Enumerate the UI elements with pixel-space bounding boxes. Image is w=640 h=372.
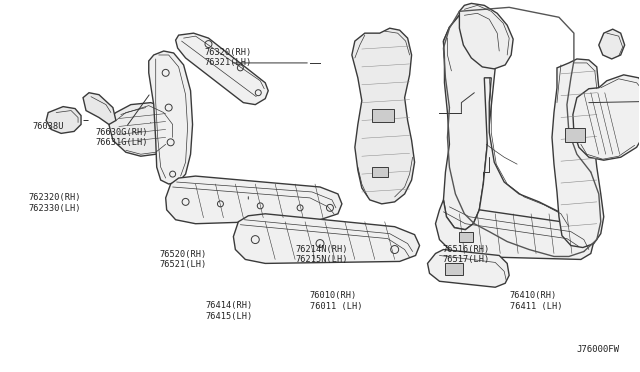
Text: 76520(RH)
76521(LH): 76520(RH) 76521(LH) [159, 250, 207, 269]
Polygon shape [148, 51, 193, 184]
Bar [372, 109, 394, 122]
Polygon shape [166, 176, 342, 224]
Polygon shape [83, 93, 116, 125]
Polygon shape [428, 250, 509, 287]
Bar [460, 232, 474, 241]
Polygon shape [552, 59, 604, 247]
Polygon shape [444, 15, 501, 230]
Text: 76516(RH)
76517(LH): 76516(RH) 76517(LH) [442, 245, 490, 264]
Text: 76214N(RH)
76215N(LH): 76214N(RH) 76215N(LH) [296, 245, 348, 264]
Polygon shape [234, 214, 420, 263]
Bar [445, 263, 463, 275]
Text: 76414(RH)
76415(LH): 76414(RH) 76415(LH) [205, 301, 253, 321]
Polygon shape [175, 33, 268, 105]
Bar [565, 128, 585, 142]
Text: 76010(RH)
76011 (LH): 76010(RH) 76011 (LH) [310, 291, 362, 311]
Polygon shape [460, 3, 513, 69]
Polygon shape [573, 75, 640, 160]
Polygon shape [352, 28, 415, 204]
Text: 76038U: 76038U [32, 122, 63, 131]
Polygon shape [435, 200, 594, 259]
Polygon shape [109, 103, 175, 156]
Text: 76320(RH)
76321(LH): 76320(RH) 76321(LH) [204, 48, 252, 67]
Text: 76630G(RH)
76631G(LH): 76630G(RH) 76631G(LH) [96, 128, 148, 147]
Text: J76000FW: J76000FW [577, 345, 620, 354]
Text: 76410(RH)
76411 (LH): 76410(RH) 76411 (LH) [510, 291, 563, 311]
Polygon shape [479, 78, 574, 247]
Polygon shape [599, 29, 625, 59]
Text: 762320(RH)
762330(LH): 762320(RH) 762330(LH) [29, 193, 81, 213]
Polygon shape [46, 107, 81, 134]
Polygon shape [444, 11, 501, 83]
Bar [372, 167, 388, 177]
